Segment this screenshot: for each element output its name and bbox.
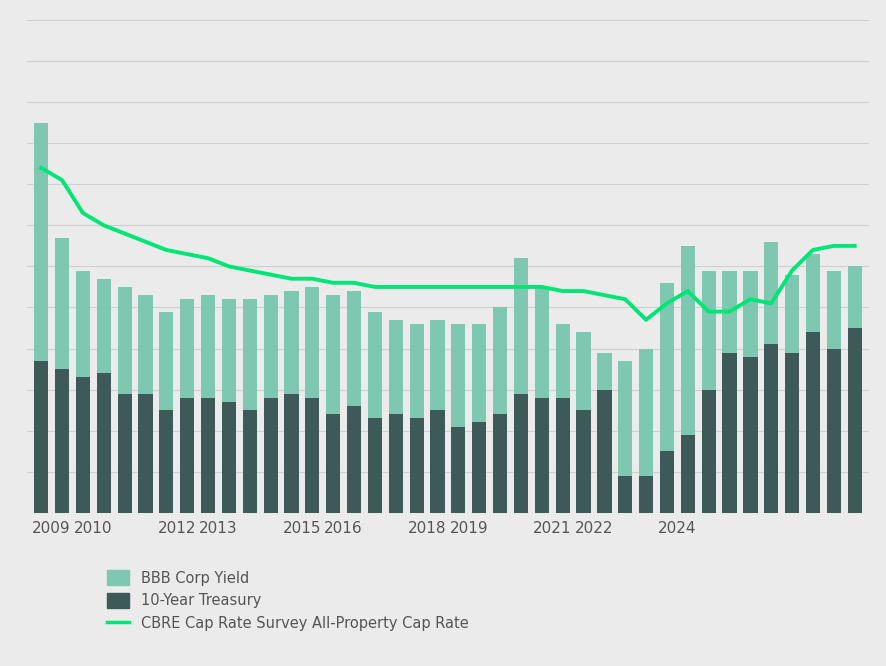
Bar: [368, 418, 382, 513]
Bar: [284, 291, 299, 513]
Bar: [618, 361, 632, 513]
Bar: [576, 410, 590, 513]
Bar: [763, 344, 778, 513]
Bar: [763, 242, 778, 513]
Bar: [243, 410, 257, 513]
Bar: [826, 348, 840, 513]
Bar: [346, 291, 361, 513]
Bar: [409, 324, 424, 513]
Bar: [263, 295, 277, 513]
Bar: [471, 324, 486, 513]
Bar: [534, 398, 548, 513]
Bar: [346, 406, 361, 513]
Bar: [305, 398, 319, 513]
Bar: [596, 353, 610, 513]
Bar: [742, 270, 757, 513]
Bar: [701, 390, 715, 513]
Bar: [243, 299, 257, 513]
Bar: [75, 270, 90, 513]
Bar: [742, 357, 757, 513]
Bar: [784, 274, 798, 513]
Bar: [326, 295, 340, 513]
Bar: [659, 283, 673, 513]
Bar: [513, 258, 527, 513]
Bar: [784, 353, 798, 513]
Bar: [159, 410, 174, 513]
Bar: [638, 348, 652, 513]
Bar: [117, 287, 132, 513]
Bar: [846, 328, 861, 513]
Bar: [471, 422, 486, 513]
Bar: [34, 123, 49, 513]
Bar: [534, 287, 548, 513]
Legend: BBB Corp Yield, 10-Year Treasury, CBRE Cap Rate Survey All-Property Cap Rate: BBB Corp Yield, 10-Year Treasury, CBRE C…: [101, 565, 474, 637]
Bar: [159, 312, 174, 513]
Bar: [75, 377, 90, 513]
Bar: [680, 435, 694, 513]
Bar: [97, 278, 111, 513]
Bar: [263, 398, 277, 513]
Bar: [201, 398, 215, 513]
Bar: [555, 398, 569, 513]
Bar: [513, 394, 527, 513]
Bar: [138, 394, 152, 513]
Bar: [55, 238, 69, 513]
Bar: [680, 246, 694, 513]
Bar: [222, 402, 236, 513]
Bar: [493, 308, 507, 513]
Bar: [618, 476, 632, 513]
Bar: [284, 394, 299, 513]
Bar: [659, 452, 673, 513]
Bar: [596, 390, 610, 513]
Bar: [326, 414, 340, 513]
Bar: [180, 299, 194, 513]
Bar: [576, 332, 590, 513]
Bar: [305, 287, 319, 513]
Bar: [721, 270, 735, 513]
Bar: [846, 266, 861, 513]
Bar: [368, 312, 382, 513]
Bar: [55, 369, 69, 513]
Bar: [804, 254, 820, 513]
Bar: [388, 414, 402, 513]
Bar: [430, 320, 444, 513]
Bar: [180, 398, 194, 513]
Bar: [826, 270, 840, 513]
Bar: [388, 320, 402, 513]
Bar: [430, 410, 444, 513]
Bar: [451, 324, 465, 513]
Bar: [451, 427, 465, 513]
Bar: [638, 476, 652, 513]
Bar: [97, 373, 111, 513]
Bar: [701, 270, 715, 513]
Bar: [493, 414, 507, 513]
Bar: [117, 394, 132, 513]
Bar: [34, 361, 49, 513]
Bar: [555, 324, 569, 513]
Bar: [201, 295, 215, 513]
Bar: [222, 299, 236, 513]
Bar: [409, 418, 424, 513]
Bar: [804, 332, 820, 513]
Bar: [721, 353, 735, 513]
Bar: [138, 295, 152, 513]
